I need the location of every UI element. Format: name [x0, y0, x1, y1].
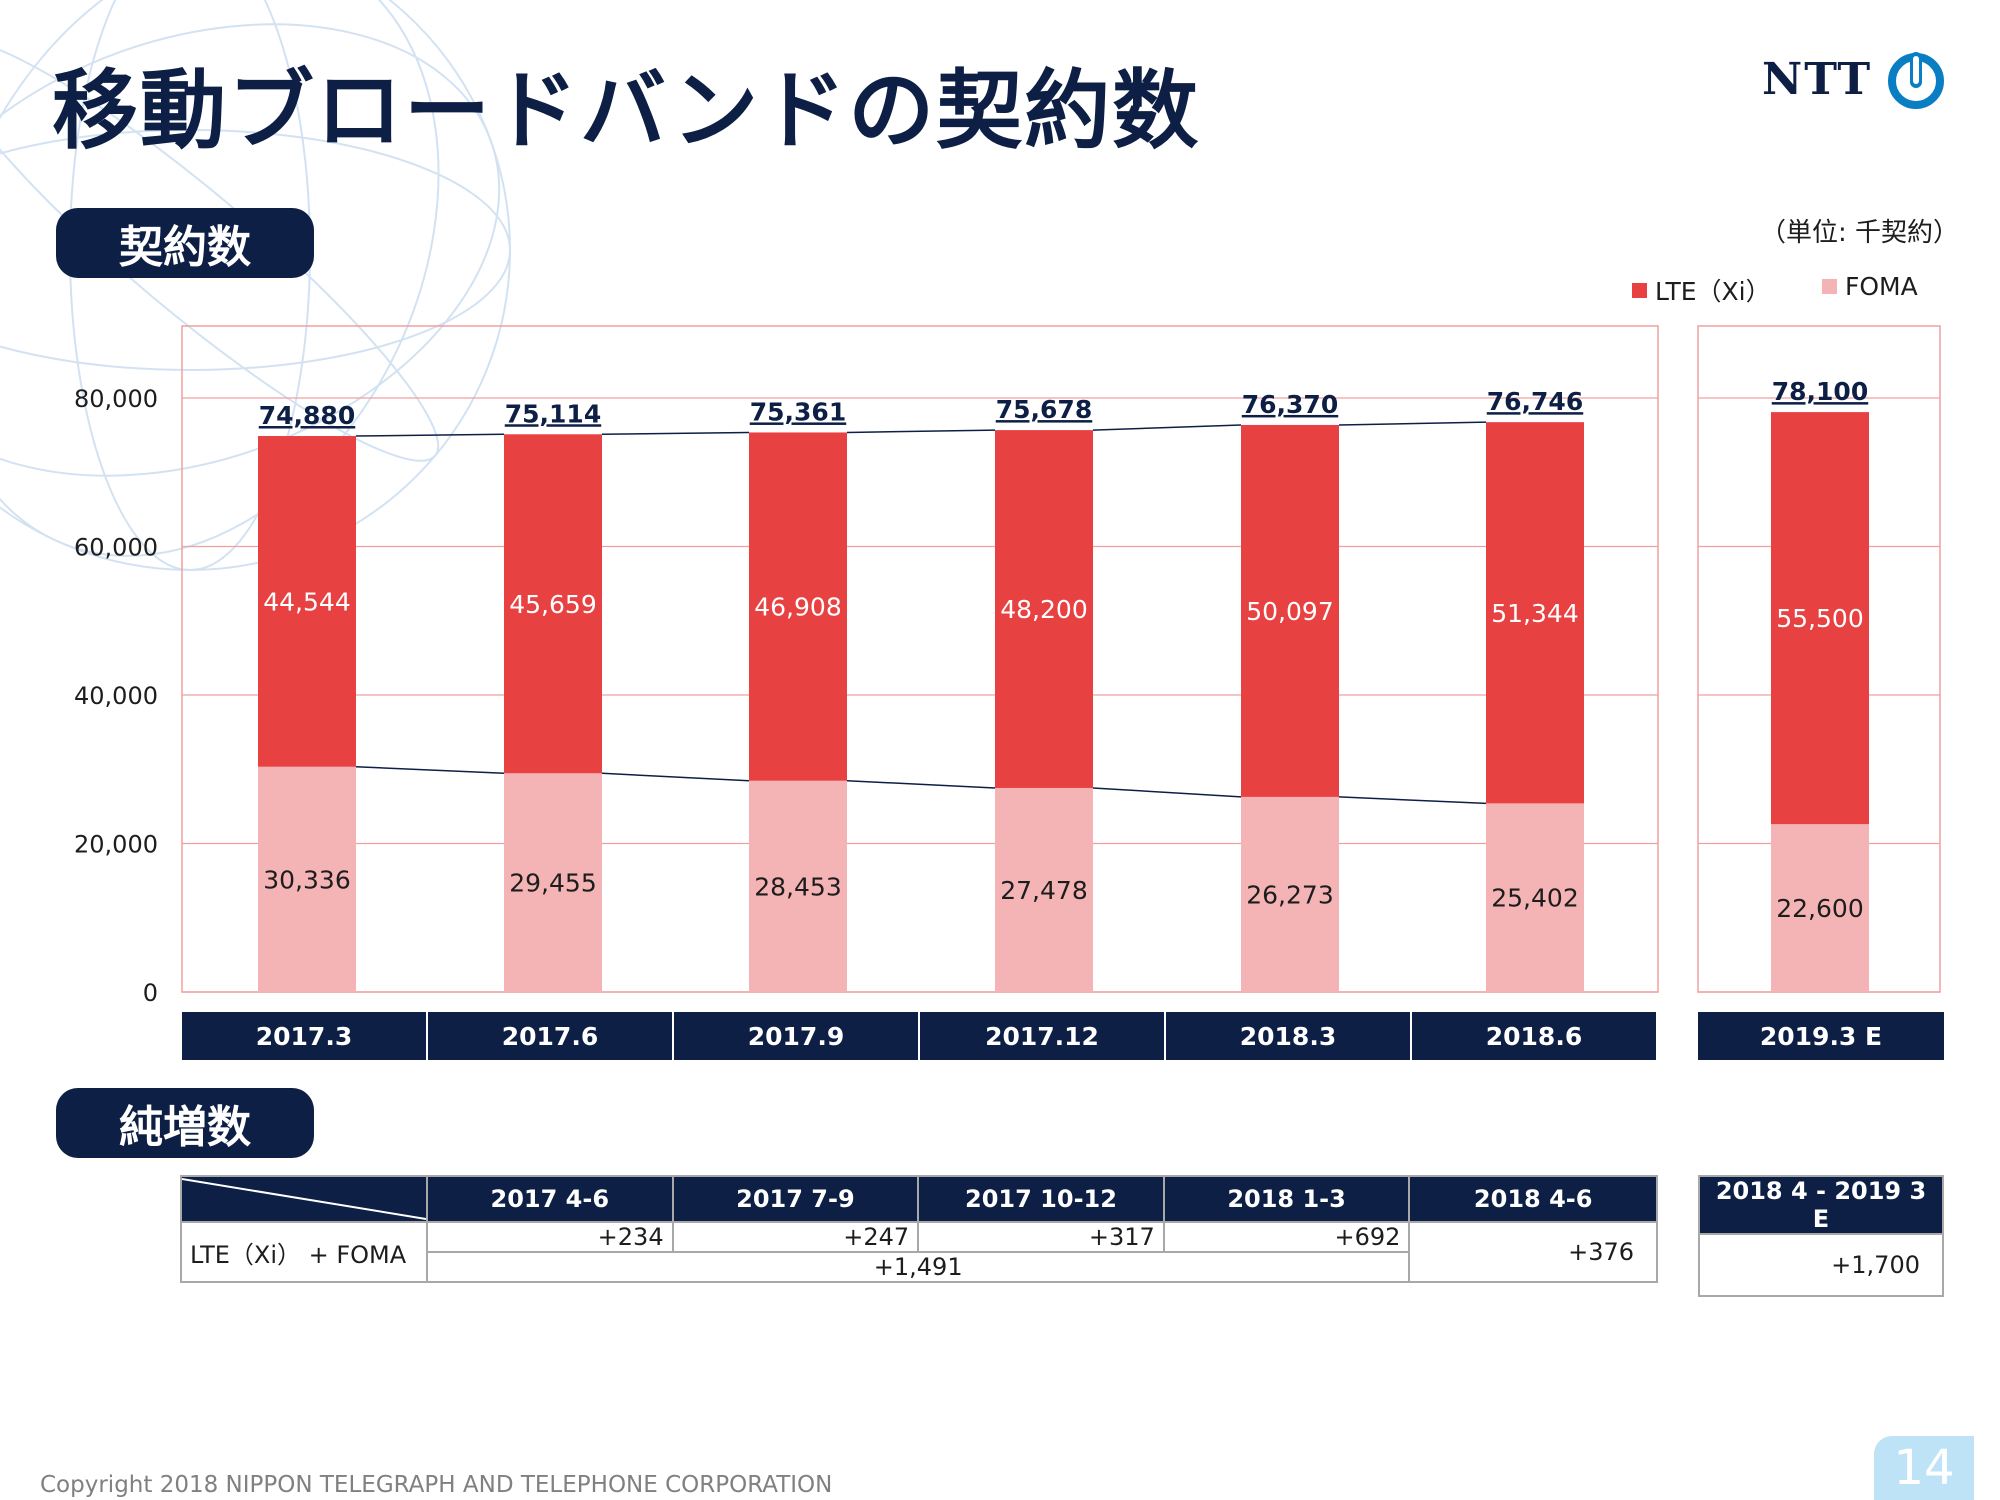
data-label-lte: 46,908	[754, 593, 841, 622]
legend-lte-swatch	[1632, 282, 1647, 298]
diagonal-header-cell	[180, 1175, 428, 1223]
net-increase-2017-4-6: +234	[426, 1221, 674, 1253]
data-label-total: 75,361	[750, 397, 846, 426]
foma-connector-line	[1338, 796, 1487, 805]
net-increase-2017-7-9: +247	[671, 1221, 920, 1253]
bar-foma	[504, 773, 602, 992]
category-label: 2018.3	[1166, 1012, 1410, 1060]
bar-lte	[749, 432, 847, 781]
section-contracts-label: 契約数	[56, 208, 314, 278]
bar-lte	[1771, 412, 1869, 825]
logo-text: NTT	[1762, 53, 1873, 105]
forecast-value: +1,700	[1698, 1233, 1944, 1297]
data-label-lte: 44,544	[263, 587, 350, 616]
total-connector-line	[355, 433, 505, 437]
net-increase-subtotal: +1,491	[425, 1251, 1411, 1283]
row-label: LTE（Xi） + FOMA	[180, 1221, 428, 1283]
y-tick-label: 0	[143, 979, 158, 1007]
header-2017-10-12: 2017 10-12	[917, 1175, 1165, 1223]
bar-lte	[1241, 424, 1339, 797]
forecast-table: 2018 4 - 2019 3 E +1,700	[1698, 1175, 1944, 1297]
foma-connector-line	[1092, 787, 1242, 798]
total-connector-line	[1092, 424, 1242, 431]
bar-foma	[1486, 803, 1584, 992]
header-2018-1-3: 2018 1-3	[1162, 1175, 1411, 1223]
bar-foma	[995, 787, 1093, 992]
data-label-total: 76,370	[1242, 390, 1338, 419]
legend-foma-label: FOMA	[1845, 272, 1918, 301]
data-label-total: 78,100	[1772, 377, 1868, 406]
foma-connector-line	[355, 766, 505, 775]
foma-connector-line	[846, 779, 996, 789]
section-net-increase-label: 純増数	[56, 1088, 314, 1158]
data-label-lte: 51,344	[1491, 599, 1578, 628]
unit-label: （単位: 千契約）	[1760, 218, 1960, 248]
y-tick-label: 40,000	[74, 682, 158, 710]
net-increase-2017-10-12: +317	[917, 1221, 1165, 1253]
net-increase-2018-1-3: +692	[1162, 1221, 1411, 1253]
data-label-total: 74,880	[259, 401, 355, 430]
y-tick-label: 60,000	[74, 534, 158, 562]
bar-lte	[1486, 422, 1584, 804]
bar-foma	[1241, 796, 1339, 992]
y-tick-label: 20,000	[74, 831, 158, 859]
data-label-lte: 48,200	[1000, 595, 1087, 624]
net-increase-table: 2017 4-6 2017 7-9 2017 10-12 2018 1-3 20…	[180, 1175, 1658, 1283]
data-label-total: 75,678	[996, 395, 1092, 424]
ntt-logo-icon	[1888, 52, 1945, 109]
legend-lte-label: LTE（Xi）	[1655, 277, 1771, 306]
ntt-logo: NTT	[1762, 48, 1946, 110]
bar-foma	[749, 780, 847, 992]
header-2018-4-6: 2018 4-6	[1408, 1175, 1658, 1223]
data-label-foma: 29,455	[509, 869, 596, 898]
category-label: 2017.9	[674, 1012, 918, 1060]
data-label-foma: 22,600	[1776, 894, 1863, 923]
data-label-lte: 50,097	[1246, 597, 1333, 626]
plot-frame-main	[181, 325, 1659, 993]
legend-foma-swatch	[1822, 279, 1837, 294]
data-label-lte: 55,500	[1776, 604, 1863, 633]
bar-foma	[258, 766, 356, 992]
data-label-total: 75,114	[505, 399, 601, 428]
y-tick-label: 80,000	[74, 385, 158, 413]
bar-lte	[258, 436, 356, 767]
header-forecast: 2018 4 - 2019 3 E	[1698, 1175, 1944, 1235]
legend-foma: FOMA	[1822, 272, 1918, 301]
total-connector-line	[601, 431, 750, 436]
data-label-foma: 30,336	[263, 865, 350, 894]
data-label-foma: 28,453	[754, 872, 841, 901]
data-label-total: 76,746	[1487, 387, 1583, 416]
diagonal-line	[182, 1178, 426, 1220]
data-label-foma: 25,402	[1491, 884, 1578, 913]
page-title: 移動ブロードバンドの契約数	[52, 61, 1201, 161]
net-increase-2018-4-6: +376	[1408, 1221, 1658, 1283]
contracts-chart: 0 20,000 40,000 60,000 80,000 30,336 44,544 74,…	[74, 325, 1941, 1007]
bar-lte	[504, 434, 602, 774]
copyright-footer: Copyright 2018 NIPPON TELEGRAPH AND TELE…	[40, 1472, 833, 1498]
header-2017-7-9: 2017 7-9	[671, 1175, 920, 1223]
category-label: 2018.6	[1412, 1012, 1656, 1060]
total-connector-line	[846, 429, 996, 434]
category-label: 2017.12	[920, 1012, 1164, 1060]
bar-foma	[1771, 824, 1869, 992]
page-number: 14	[1874, 1436, 1974, 1500]
data-label-foma: 26,273	[1246, 880, 1333, 909]
bar-lte	[995, 430, 1093, 788]
header-2017-4-6: 2017 4-6	[426, 1175, 674, 1223]
data-label-lte: 45,659	[509, 590, 596, 619]
total-connector-line	[1338, 421, 1487, 426]
category-label: 2017.6	[428, 1012, 672, 1060]
data-label-foma: 27,478	[1000, 876, 1087, 905]
foma-connector-line	[601, 772, 750, 782]
legend-lte: LTE（Xi）	[1632, 272, 1771, 308]
category-label: 2019.3 E	[1698, 1012, 1944, 1060]
category-label: 2017.3	[182, 1012, 426, 1060]
